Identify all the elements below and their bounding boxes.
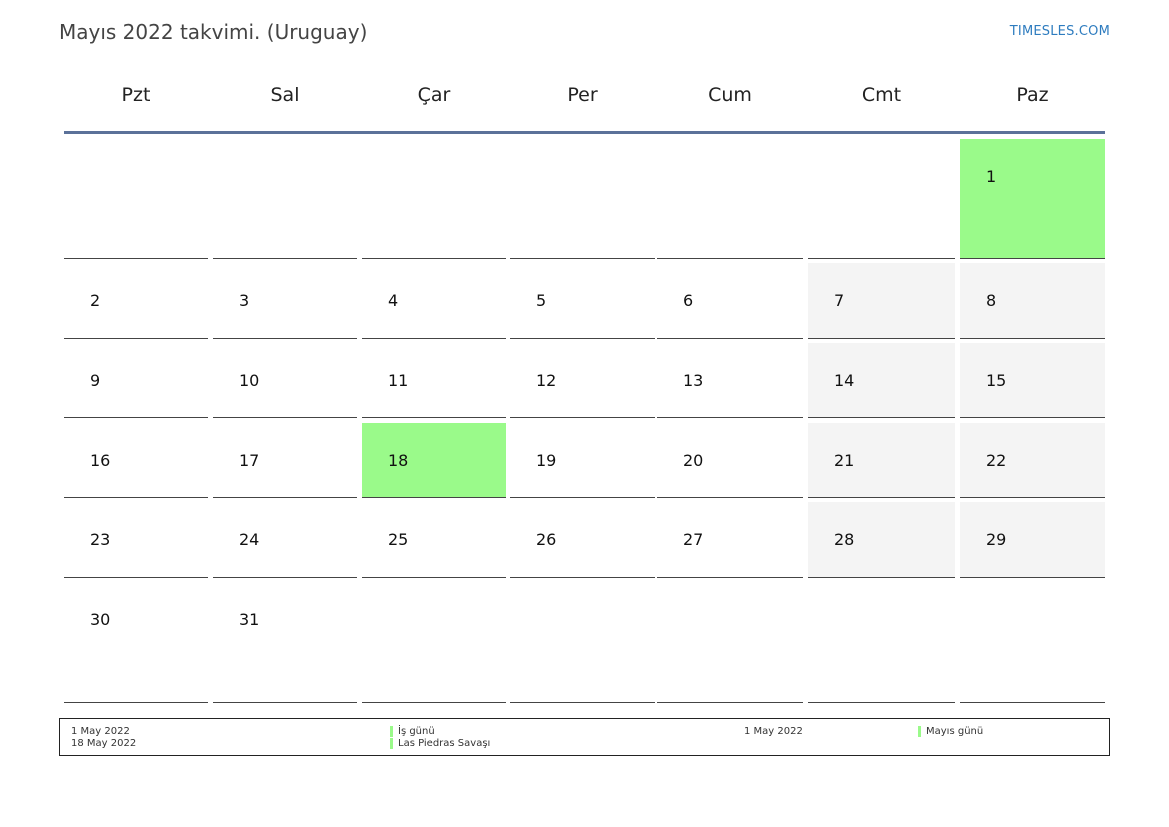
day-number: 20 [683,451,704,470]
day-number: 7 [834,291,845,310]
empty-day-cell [362,582,506,703]
day-cell[interactable]: 11 [362,343,506,418]
day-number: 6 [683,291,694,310]
legend-holiday-name: Mayıs günü [926,726,984,737]
weekday-label: Per [567,84,598,106]
weekday-label: Çar [417,84,451,106]
day-cell[interactable]: 31 [213,582,357,703]
header-divider [64,131,1105,134]
day-cell[interactable]: 2 [64,263,208,339]
day-number: 13 [683,371,704,390]
day-number: 27 [683,530,704,549]
site-link[interactable]: TIMESLES.COM [1009,24,1110,39]
day-cell[interactable]: 17 [213,423,357,498]
day-number: 2 [90,291,101,310]
day-cell[interactable]: 27 [657,502,803,578]
empty-day-cell [510,582,655,703]
day-number: 9 [90,371,101,390]
day-cell[interactable]: 19 [510,423,655,498]
legend-holiday-name: İş günü [398,726,435,737]
day-number: 1 [986,167,997,186]
day-cell[interactable]: 30 [64,582,208,703]
day-cell[interactable]: 7 [808,263,955,339]
day-number: 30 [90,610,111,629]
day-cell[interactable]: 26 [510,502,655,578]
holiday-legend: 1 May 2022 18 May 2022 İş günü Las Piedr… [59,718,1110,756]
holiday-color-marker [390,726,393,737]
day-cell[interactable]: 20 [657,423,803,498]
day-cell[interactable]: 24 [213,502,357,578]
day-number: 10 [239,371,260,390]
day-number: 15 [986,371,1007,390]
day-cell[interactable]: 6 [657,263,803,339]
day-number: 16 [90,451,111,470]
legend-date: 1 May 2022 [71,726,130,737]
day-cell[interactable]: 13 [657,343,803,418]
day-number: 23 [90,530,111,549]
weekday-label: Cum [708,84,752,106]
holiday-color-marker [390,738,393,749]
day-number: 5 [536,291,547,310]
day-number: 31 [239,610,260,629]
day-cell[interactable]: 5 [510,263,655,339]
day-cell[interactable]: 23 [64,502,208,578]
day-number: 22 [986,451,1007,470]
legend-holiday-name: Las Piedras Savaşı [398,738,491,749]
calendar-title: Mayıs 2022 takvimi. (Uruguay) [59,20,368,44]
empty-day-cell [960,582,1105,703]
weekday-label: Cmt [861,84,902,106]
weekday-label: Paz [1016,84,1049,106]
day-cell[interactable]: 22 [960,423,1105,498]
day-number: 19 [536,451,557,470]
day-cell[interactable]: 15 [960,343,1105,418]
empty-day-cell [64,139,208,259]
day-cell[interactable]: 8 [960,263,1105,339]
empty-day-cell [510,139,655,259]
day-cell[interactable]: 4 [362,263,506,339]
day-number: 18 [388,451,409,470]
day-number: 25 [388,530,409,549]
day-cell[interactable]: 25 [362,502,506,578]
weekday-label: Sal [270,84,300,106]
holiday-day-cell[interactable]: 1 [960,139,1105,259]
day-number: 24 [239,530,260,549]
day-number: 12 [536,371,557,390]
day-cell[interactable]: 12 [510,343,655,418]
day-number: 26 [536,530,557,549]
empty-day-cell [808,139,955,259]
day-cell[interactable]: 21 [808,423,955,498]
day-number: 17 [239,451,260,470]
weekday-header-row: Pzt Sal Çar Per Cum Cmt Paz [64,84,1105,114]
day-number: 14 [834,371,855,390]
empty-day-cell [213,139,357,259]
day-number: 11 [388,371,409,390]
day-number: 29 [986,530,1007,549]
day-cell[interactable]: 28 [808,502,955,578]
day-cell[interactable]: 3 [213,263,357,339]
empty-day-cell [362,139,506,259]
day-cell[interactable]: 16 [64,423,208,498]
day-cell[interactable]: 10 [213,343,357,418]
weekday-label: Pzt [121,84,151,106]
day-cell[interactable]: 9 [64,343,208,418]
day-number: 8 [986,291,997,310]
day-number: 4 [388,291,399,310]
empty-day-cell [808,582,955,703]
holiday-day-cell[interactable]: 18 [362,423,506,498]
empty-day-cell [657,582,803,703]
day-cell[interactable]: 29 [960,502,1105,578]
day-cell[interactable]: 14 [808,343,955,418]
legend-date: 1 May 2022 [744,726,803,737]
holiday-color-marker [918,726,921,737]
day-number: 28 [834,530,855,549]
empty-day-cell [657,139,803,259]
day-number: 3 [239,291,250,310]
legend-date: 18 May 2022 [71,738,137,749]
day-number: 21 [834,451,855,470]
